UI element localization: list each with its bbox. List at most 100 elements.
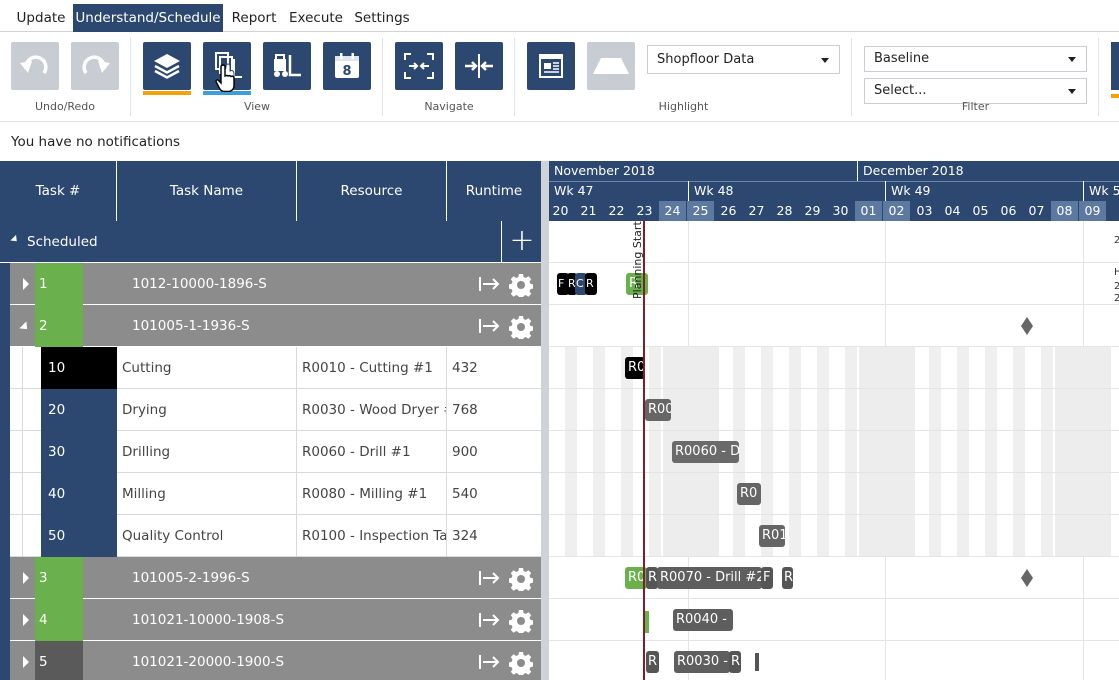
gantt-bar[interactable]: F — [557, 273, 569, 295]
availability-block — [957, 431, 969, 472]
availability-block — [957, 389, 969, 430]
tab-report[interactable]: Report — [231, 10, 277, 26]
undo-icon — [20, 55, 48, 75]
availability-block — [565, 431, 577, 472]
gear-icon[interactable] — [509, 567, 533, 591]
availability-block — [887, 515, 915, 556]
column-header-task-name[interactable]: Task Name — [117, 161, 297, 221]
move-right-icon[interactable] — [478, 611, 502, 629]
tab-understand-schedule[interactable]: Understand/Schedule — [73, 4, 223, 32]
gantt-bar[interactable]: R — [626, 273, 648, 295]
column-header-task-no[interactable]: Task # — [0, 161, 117, 221]
group-row-scheduled[interactable]: Scheduled + — [0, 221, 541, 263]
day-cell: 20 — [552, 203, 569, 218]
highlight-dropdown[interactable]: Shopfloor Data — [647, 45, 840, 74]
gantt-bar[interactable]: R0040 - — [673, 609, 733, 631]
gear-icon[interactable] — [509, 315, 533, 339]
gantt-bar[interactable]: R — [567, 273, 577, 295]
move-right-icon[interactable] — [478, 569, 502, 587]
summary-row[interactable]: 1 1012-10000-1896-S — [0, 263, 541, 305]
move-right-icon[interactable] — [478, 275, 502, 293]
gantt-bar[interactable]: R — [646, 651, 659, 673]
task-number: 2 — [35, 305, 83, 347]
task-row[interactable]: 30 Drilling R0060 - Drill #1 900 — [0, 431, 541, 473]
add-icon[interactable]: + — [509, 223, 535, 258]
gantt-bar[interactable]: R00 — [645, 399, 671, 421]
expand-icon[interactable] — [23, 614, 29, 626]
task-row[interactable]: 50 Quality Control R0100 - Inspection Ta… — [0, 515, 541, 557]
gantt-bar[interactable]: R0030 - — [674, 651, 730, 673]
collapse-navigate-button[interactable] — [455, 42, 503, 90]
move-right-icon[interactable] — [478, 653, 502, 671]
gantt-bar[interactable]: R — [585, 273, 597, 295]
summary-row[interactable]: 2 101005-1-1936-S — [0, 305, 541, 347]
gantt-bar[interactable]: F — [761, 567, 773, 589]
overflow-ribbon-button[interactable] — [1111, 42, 1119, 98]
gantt-bar[interactable]: R0 — [737, 483, 761, 505]
tab-execute[interactable]: Execute — [289, 10, 343, 26]
collapse-icon[interactable] — [19, 321, 31, 333]
summary-row[interactable]: 4 101021-10000-1908-S — [0, 599, 541, 641]
summary-row[interactable]: 3 101005-2-1996-S — [0, 557, 541, 599]
ribbon-separator — [1098, 38, 1099, 116]
gantt-bar[interactable]: R01 — [759, 525, 785, 547]
availability-block — [593, 473, 605, 514]
summary-row[interactable]: 5 101021-20000-1900-S — [0, 641, 541, 680]
gantt-bar[interactable]: C — [575, 273, 587, 295]
task-name: Drying — [122, 402, 167, 418]
gantt-bar-sliver[interactable] — [755, 653, 759, 671]
gantt-bar[interactable]: R0060 - Dr — [672, 441, 739, 463]
gear-icon[interactable] — [509, 651, 533, 675]
gantt-bar[interactable]: R — [782, 567, 793, 589]
pane-splitter[interactable] — [541, 161, 549, 680]
availability-block — [789, 515, 801, 556]
collapse-icon[interactable] — [10, 234, 20, 245]
gantt-bar[interactable]: R0070 - Drill #2 — [657, 567, 762, 589]
gear-icon[interactable] — [509, 609, 533, 633]
column-header-runtime[interactable]: Runtime — [465, 183, 523, 199]
expand-navigate-button[interactable] — [395, 42, 443, 90]
move-right-icon[interactable] — [478, 317, 502, 335]
availability-block — [761, 431, 773, 472]
group-label-filter: Filter — [961, 100, 990, 113]
gantt-bar[interactable]: R — [646, 567, 658, 589]
availability-block — [1013, 431, 1025, 472]
tab-settings[interactable]: Settings — [354, 10, 410, 26]
expand-icon[interactable] — [23, 656, 29, 668]
calendar-view-button[interactable]: 8 — [323, 42, 371, 90]
redo-button[interactable] — [71, 42, 119, 90]
task-row[interactable]: 40 Milling R0080 - Milling #1 540 — [0, 473, 541, 515]
row-edge — [0, 599, 10, 641]
tab-update[interactable]: Update — [16, 10, 66, 26]
divider — [22, 389, 23, 431]
resource: R0060 - Drill #1 — [302, 444, 411, 460]
gear-icon[interactable] — [509, 273, 533, 297]
gantt-row — [549, 305, 1119, 347]
milestone-diamond-icon[interactable] — [1021, 569, 1033, 587]
forklift-view-button[interactable] — [263, 42, 311, 90]
edge-text: H — [1114, 267, 1119, 278]
select-filter-dropdown[interactable]: Select... — [864, 78, 1087, 104]
edge-text: 2 — [1114, 293, 1119, 304]
row-edge — [0, 515, 10, 557]
gantt-bar-sliver[interactable] — [643, 611, 649, 633]
gantt-bar[interactable]: R0 — [625, 357, 645, 379]
gantt-bar[interactable]: R — [729, 651, 741, 673]
layers-view-button[interactable] — [143, 42, 191, 95]
undo-button[interactable] — [11, 42, 59, 90]
trapezoid-highlight-button[interactable] — [587, 42, 635, 90]
expand-icon[interactable] — [23, 572, 29, 584]
milestone-diamond-icon[interactable] — [1021, 317, 1033, 335]
task-row[interactable]: 10 Cutting R0010 - Cutting #1 432 — [0, 347, 541, 389]
availability-block — [621, 473, 633, 514]
gantt-bar[interactable]: R0 — [625, 567, 647, 589]
column-header-resource[interactable]: Resource — [297, 161, 447, 221]
baseline-filter-dropdown[interactable]: Baseline — [864, 46, 1087, 72]
task-row[interactable]: 20 Drying R0030 - Wood Dryer #1 768 — [0, 389, 541, 431]
expand-icon[interactable] — [23, 278, 29, 290]
task-name: 101005-2-1996-S — [132, 570, 250, 586]
divider — [446, 347, 447, 389]
report-highlight-button[interactable] — [527, 42, 575, 90]
notification-bar: You have no notifications — [0, 123, 1119, 161]
row-edge — [0, 473, 10, 515]
